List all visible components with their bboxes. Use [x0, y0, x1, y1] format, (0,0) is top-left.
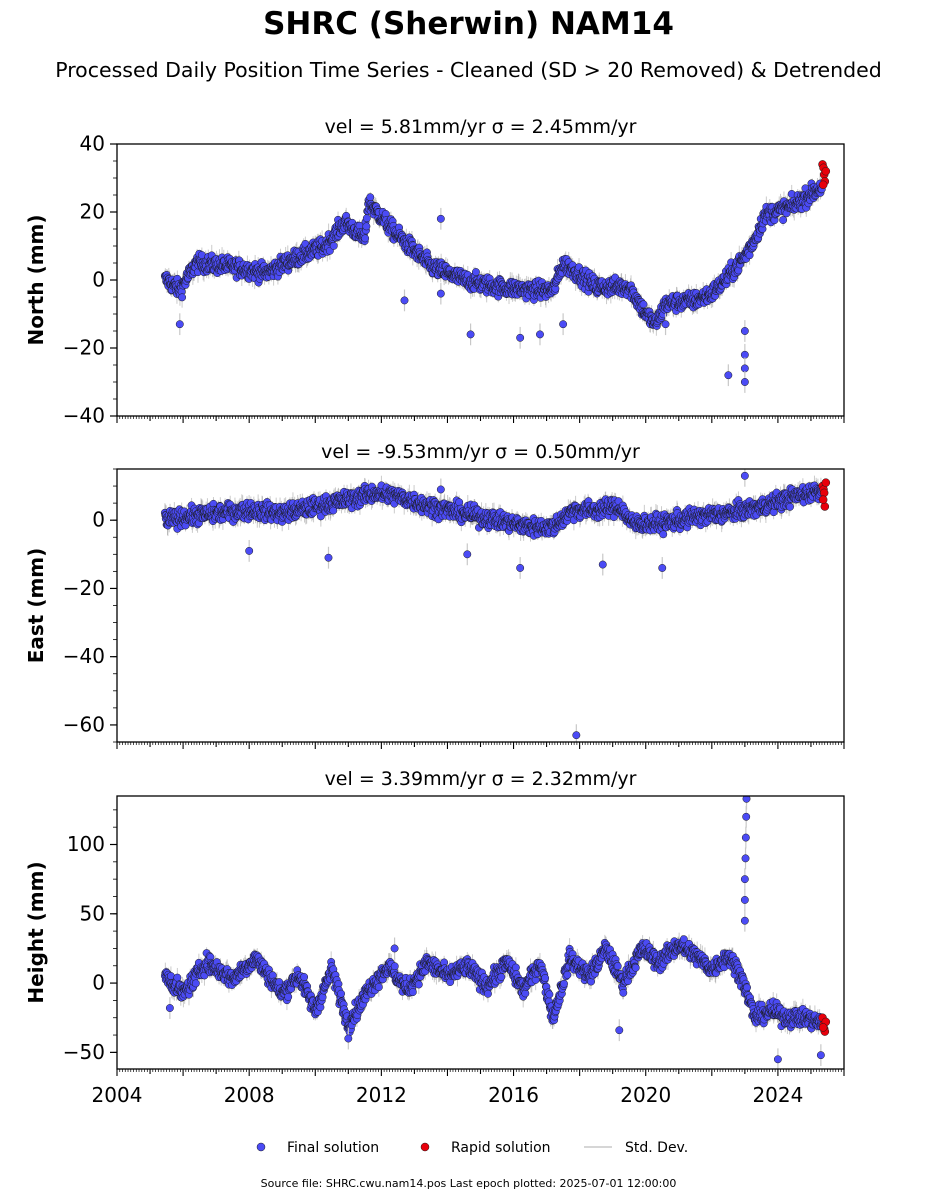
final-solution-series [160, 179, 826, 393]
final-point [745, 251, 754, 260]
final-point [471, 268, 480, 276]
final-point-outlier [740, 350, 749, 359]
final-point-outlier [536, 330, 544, 339]
final-point [329, 241, 338, 250]
final-point-outlier [740, 378, 749, 386]
final-point [779, 216, 788, 225]
plot-area [160, 469, 831, 742]
final-point [639, 300, 648, 309]
y-axis-label: North (mm) [24, 214, 48, 345]
y-tick-label: 40 [80, 132, 105, 156]
final-point-outlier [559, 320, 568, 329]
y-tick-label: 0 [92, 268, 105, 292]
final-point-outlier [740, 327, 749, 335]
panel-title: vel = 5.81mm/yr σ = 2.45mm/yr [325, 116, 637, 138]
final-point-outlier [400, 296, 409, 305]
final-point-outlier [661, 320, 670, 329]
final-point-outlier [436, 214, 445, 223]
final-point [362, 214, 371, 223]
final-point-outlier [516, 333, 525, 342]
rapid-point [821, 166, 831, 176]
y-tick-label: 20 [80, 200, 105, 224]
rapid-solution-series [818, 160, 831, 190]
page-subtitle: Processed Daily Position Time Series - C… [55, 58, 882, 82]
final-point [361, 234, 370, 243]
std-dev-bars [164, 172, 823, 336]
plot-area [160, 160, 831, 393]
rapid-point [818, 180, 828, 190]
final-point [362, 222, 371, 231]
final-point [366, 193, 375, 202]
final-solution-series [160, 469, 826, 742]
final-point-outlier [466, 330, 475, 339]
y-tick-label: −20 [63, 336, 105, 360]
y-tick-label: −40 [63, 404, 105, 428]
final-point-outlier [175, 320, 184, 329]
page-title: SHRC (Sherwin) NAM14 [263, 6, 674, 42]
final-point-outlier [724, 371, 733, 380]
final-point-outlier [740, 364, 749, 373]
final-point-outlier [436, 289, 445, 298]
final-point [178, 293, 187, 302]
